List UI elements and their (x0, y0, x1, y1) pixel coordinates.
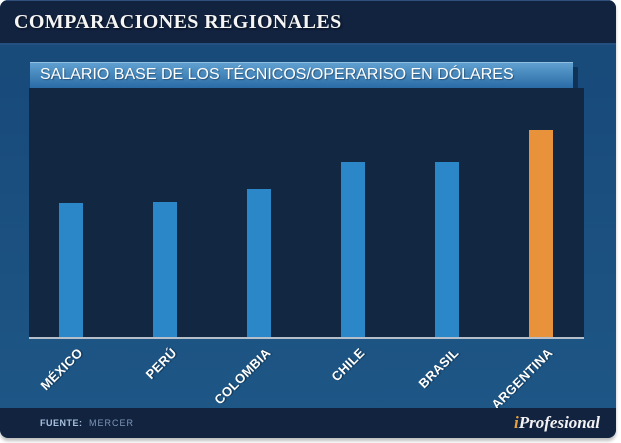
chart-body: SALARIO BASE DE LOS TÉCNICOS/OPERARISO E… (0, 45, 616, 412)
bar-mexico (59, 203, 83, 337)
x-axis-line (29, 337, 584, 339)
page-title: COMPARACIONES REGIONALES (14, 11, 342, 33)
chart-title-bar: SALARIO BASE DE LOS TÉCNICOS/OPERARISO E… (30, 62, 573, 88)
bar-chile (341, 162, 365, 337)
bar-brasil (435, 162, 459, 337)
header-bar: COMPARACIONES REGIONALES (0, 0, 616, 45)
brand-logo-prefix: i (514, 413, 519, 432)
brand-logo: iProfesional (514, 408, 600, 437)
bar-peru (153, 202, 177, 337)
source-value: MERCER (89, 418, 135, 428)
source-note: FUENTE: MERCER (40, 408, 134, 438)
bar-colombia (247, 189, 271, 337)
bar-argentina (529, 130, 553, 337)
brand-logo-name: Profesional (518, 413, 600, 432)
footer-bar: FUENTE: MERCER iProfesional (0, 408, 616, 438)
source-label: FUENTE: (40, 418, 83, 428)
chart-title: SALARIO BASE DE LOS TÉCNICOS/OPERARISO E… (40, 66, 514, 83)
chart-plot-area (29, 88, 584, 339)
